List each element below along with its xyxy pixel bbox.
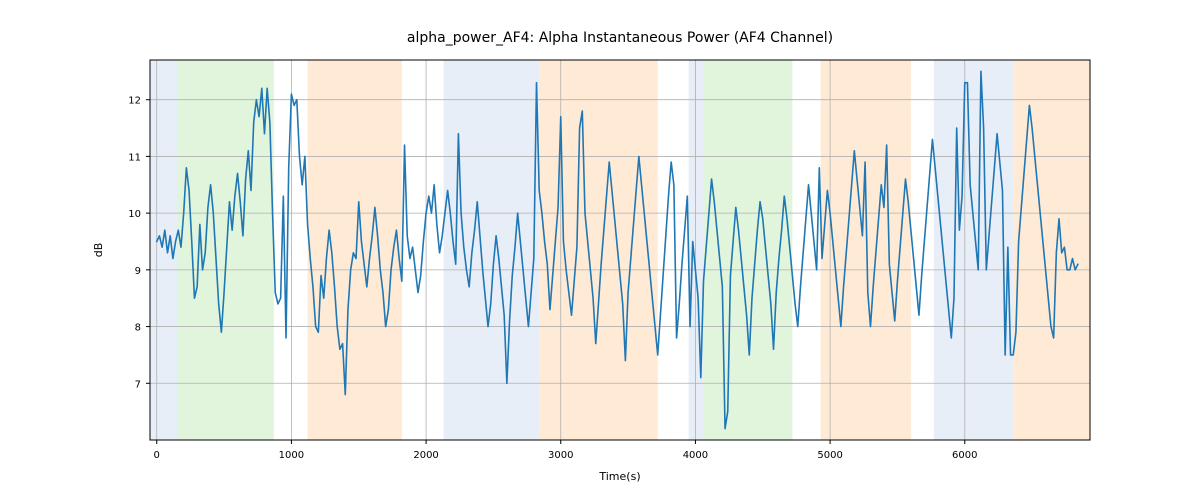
- svg-text:1000: 1000: [279, 450, 304, 461]
- svg-text:2000: 2000: [413, 450, 438, 461]
- chart-svg: 0 1000 2000 3000 4000 5000 6000 7 8 9 10 11 12 alph…: [0, 0, 1200, 500]
- svg-text:5000: 5000: [817, 450, 842, 461]
- svg-text:10: 10: [128, 209, 141, 220]
- svg-text:4000: 4000: [683, 450, 708, 461]
- y-ticks: 7 8 9 10 11 12: [128, 96, 150, 391]
- svg-text:3000: 3000: [548, 450, 573, 461]
- svg-text:12: 12: [128, 96, 141, 107]
- svg-text:8: 8: [135, 323, 141, 334]
- chart-title: alpha_power_AF4: Alpha Instantaneous Pow…: [407, 30, 833, 46]
- svg-text:7: 7: [135, 379, 141, 390]
- y-axis-label: dB: [92, 243, 105, 258]
- svg-text:11: 11: [128, 152, 141, 163]
- chart-container: 0 1000 2000 3000 4000 5000 6000 7 8 9 10 11 12 alph…: [0, 0, 1200, 500]
- x-axis-label: Time(s): [598, 470, 640, 483]
- svg-text:6000: 6000: [952, 450, 977, 461]
- svg-text:9: 9: [135, 266, 141, 277]
- x-ticks: 0 1000 2000 3000 4000 5000 6000: [154, 440, 978, 461]
- svg-text:0: 0: [154, 450, 160, 461]
